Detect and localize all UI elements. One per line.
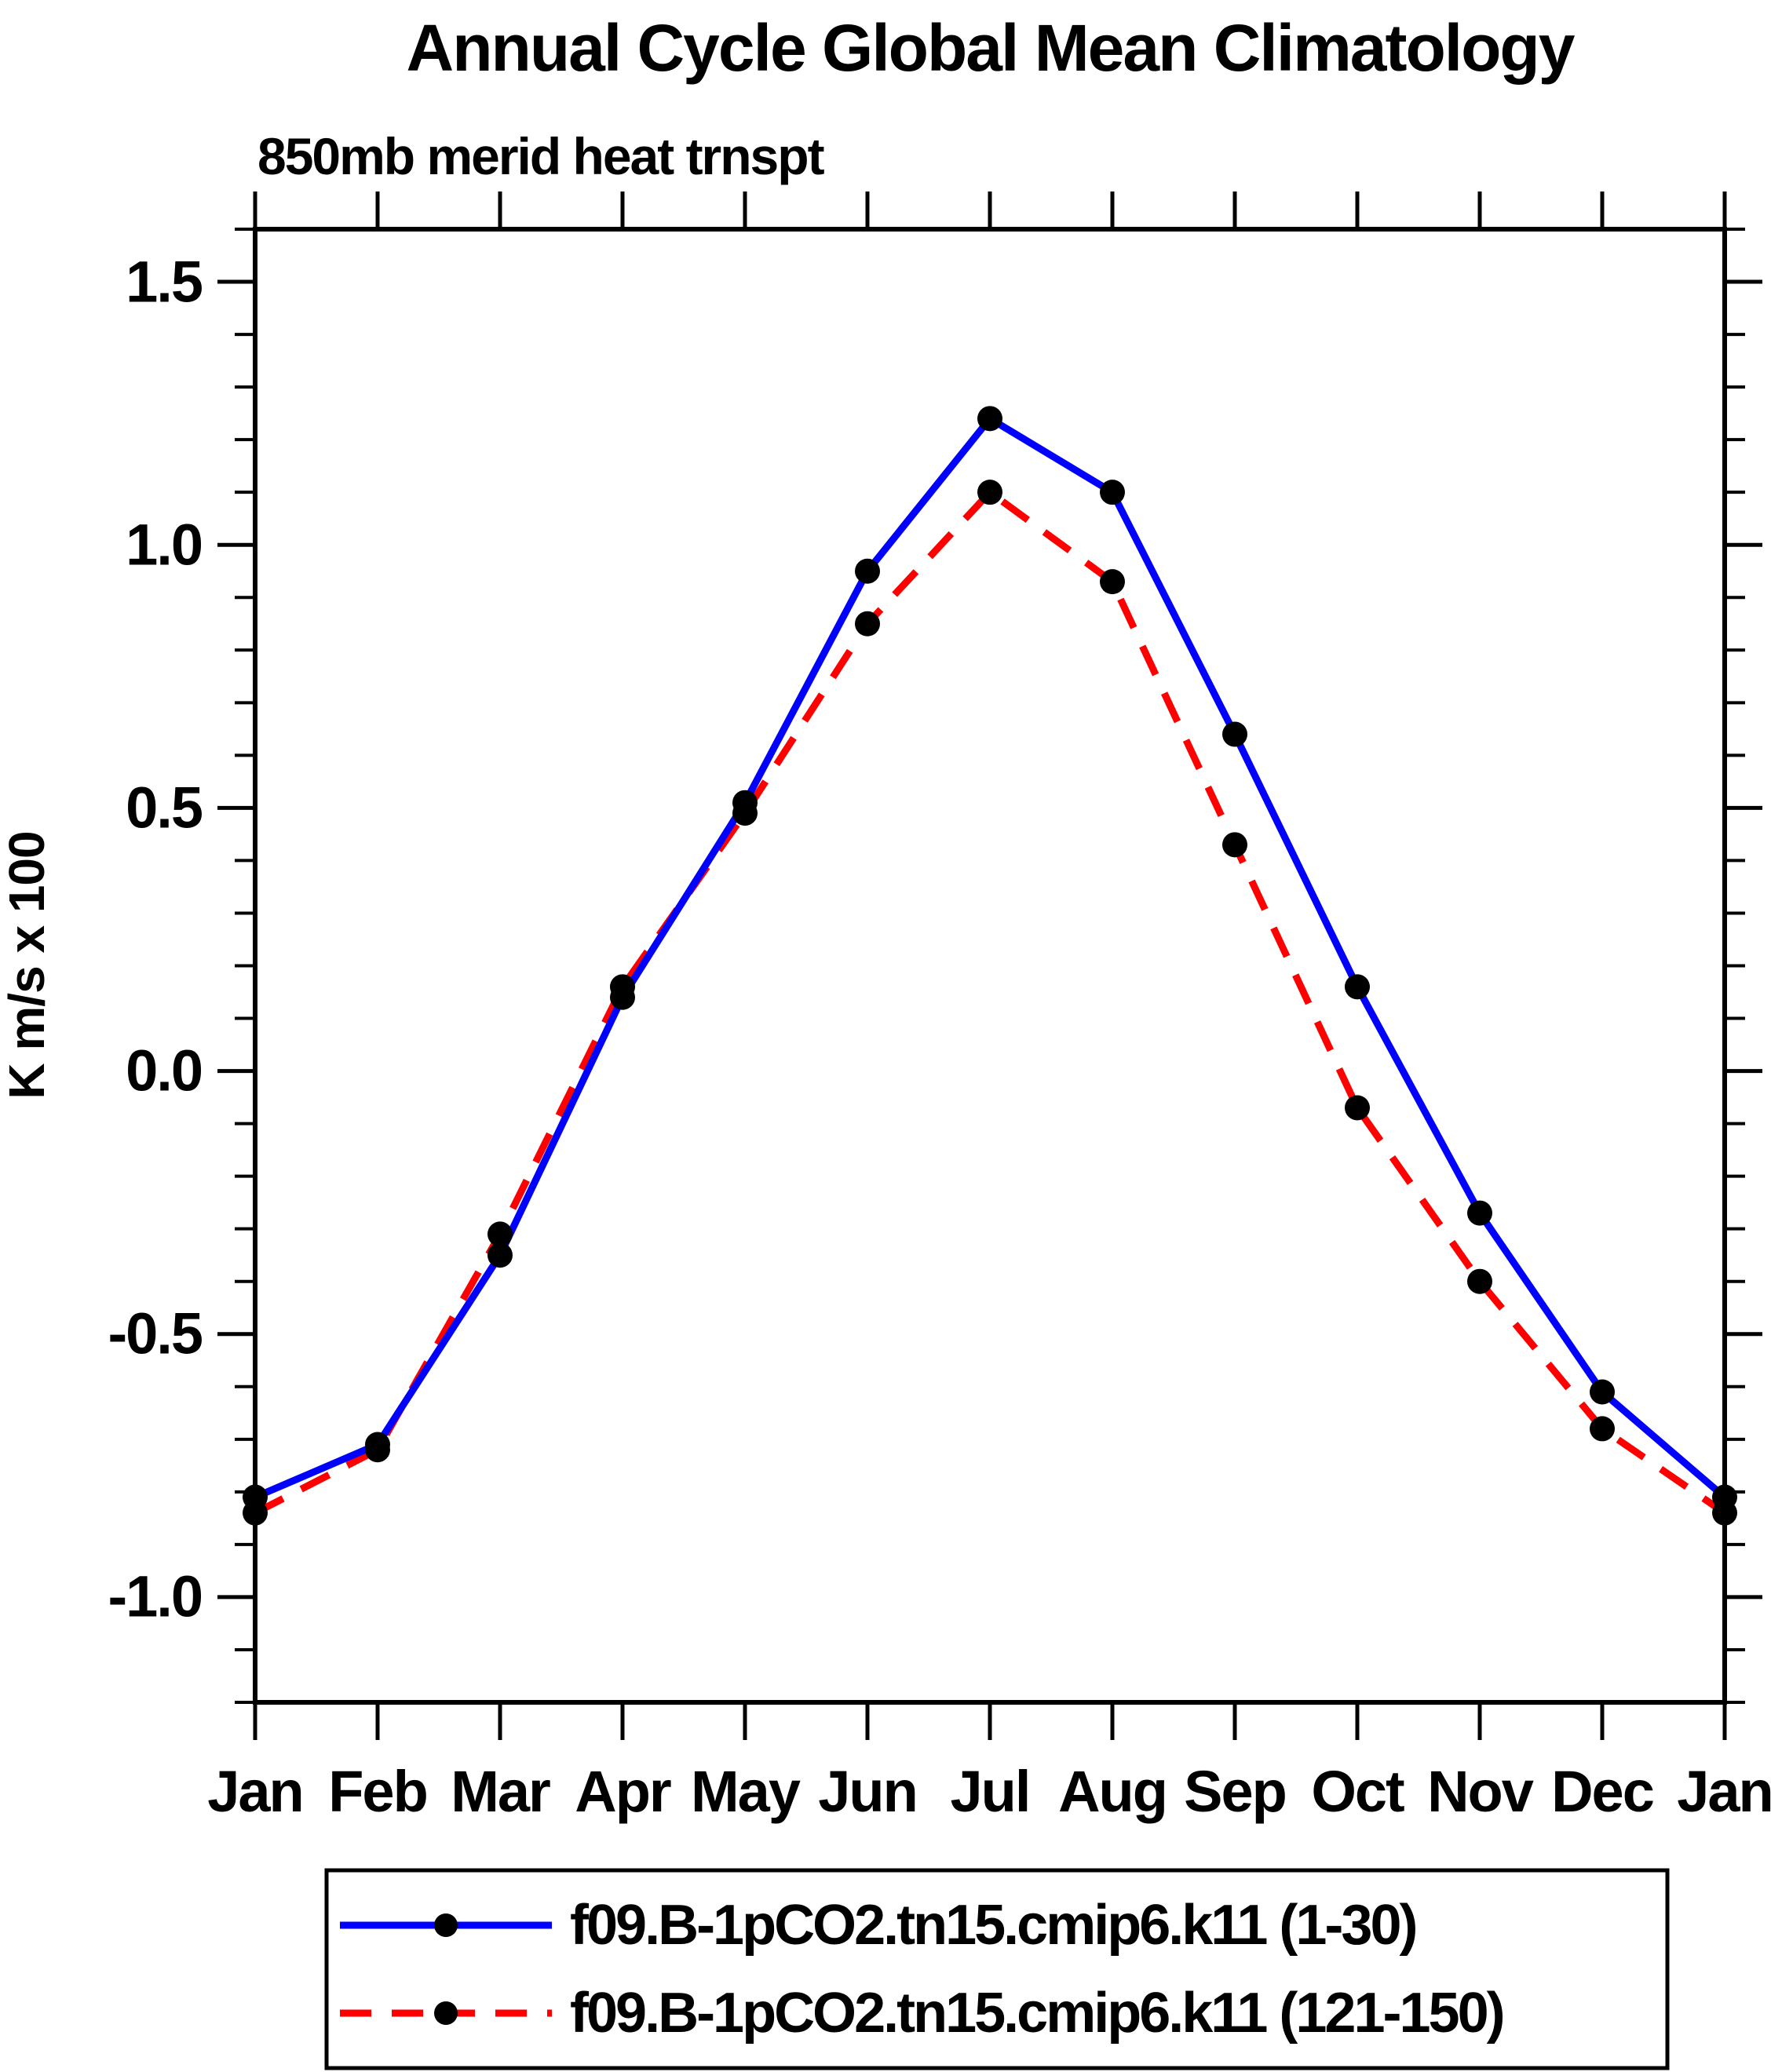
x-tick-label-feb: Feb [328,1759,427,1824]
x-tick-label-oct: Oct [1311,1759,1404,1824]
x-tick-label-jan2: Jan [1677,1759,1771,1824]
x-tick-label-jan1: Jan [207,1759,303,1824]
legend-box [324,1868,1670,2070]
data-point-marker [855,558,880,584]
x-tick-label-sep: Sep [1184,1759,1286,1824]
data-point-marker [1345,1095,1370,1121]
data-point-marker [243,1500,268,1526]
data-point-marker [1712,1500,1737,1526]
data-point-marker [1222,832,1247,858]
data-point-marker [1590,1379,1615,1405]
data-point-marker [365,1437,390,1463]
x-tick-label-jul: Jul [951,1759,1030,1824]
x-tick-label-jun: Jun [818,1759,917,1824]
x-tick-label-nov: Nov [1427,1759,1534,1824]
data-point-marker [1100,569,1125,595]
x-tick-label-apr: Apr [575,1759,671,1824]
y-tick-label-1p0: 1.0 [126,513,202,578]
data-point-marker [1222,721,1247,747]
data-point-marker [732,801,758,826]
legend-marker-2 [434,2001,458,2025]
x-tick-label-dec: Dec [1551,1759,1653,1824]
data-point-marker [977,406,1002,432]
plot-area [217,192,1762,2070]
y-axis-title: K m/s x 100 [0,831,55,1099]
data-point-marker [1590,1416,1615,1442]
y-tick-label-m0p5: -0.5 [108,1301,202,1366]
series-line-1 [254,414,1727,1501]
y-tick-label-0p5: 0.5 [126,775,203,841]
x-tick-label-may: May [691,1759,801,1824]
data-point-marker [1100,480,1125,505]
series-line-2 [253,487,1727,1516]
y-tick-label-1p5: 1.5 [126,250,203,315]
legend-marker-1 [434,1913,458,1937]
data-point-marker [977,480,1002,505]
data-point-marker [487,1242,513,1268]
data-point-marker [1467,1268,1492,1294]
x-tick-label-aug: Aug [1058,1759,1167,1824]
data-point-marker [610,974,635,1000]
chart-subtitle: 850mb merid heat trnspt [257,127,825,185]
legend-label-series-2: f09.B-1pCO2.tn15.cmip6.k11 (121-150) [570,1982,1503,2045]
y-tick-label-0p0: 0.0 [126,1038,202,1103]
data-point-marker [487,1221,513,1247]
legend-label-series-1: f09.B-1pCO2.tn15.cmip6.k11 (1-30) [570,1894,1415,1957]
plot-frame [253,227,1727,1705]
data-point-marker [855,611,880,637]
chart-title: Annual Cycle Global Mean Climatology [407,11,1576,85]
data-point-marker [1467,1200,1492,1226]
x-tick-label-mar: Mar [451,1759,550,1824]
y-tick-label-m1p0: -1.0 [108,1564,202,1629]
data-point-marker [1345,974,1370,1000]
